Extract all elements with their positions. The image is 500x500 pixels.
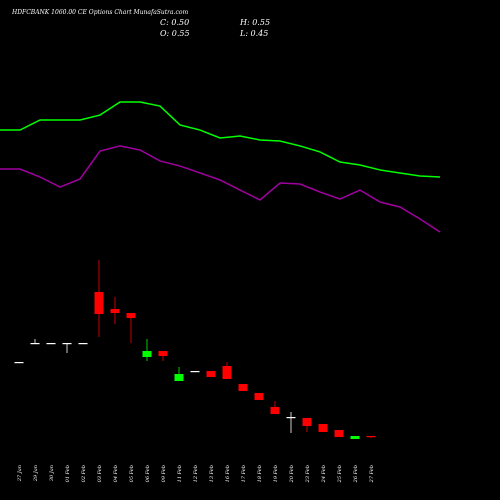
candle-body	[286, 417, 296, 419]
x-tick-label: 23 Feb	[305, 465, 311, 483]
x-tick-label: 24 Feb	[321, 465, 327, 483]
x-tick-label: 16 Feb	[225, 465, 231, 482]
candle-body	[366, 436, 376, 438]
candle-body	[334, 430, 344, 437]
x-tick-label: 30 Jan	[49, 465, 55, 481]
ohlc-high: H: 0.55	[239, 18, 270, 27]
chart-title: HDFCBANK 1060.00 CE Options Chart Munafa…	[11, 9, 189, 16]
candle-body	[142, 351, 152, 357]
candle-body	[206, 371, 216, 377]
x-tick-label: 29 Jan	[33, 465, 39, 482]
candle-body	[270, 407, 280, 414]
x-tick-label: 03 Feb	[97, 465, 103, 482]
candle-body	[30, 343, 40, 345]
candle-body	[78, 343, 88, 345]
candle-body	[302, 418, 312, 426]
candle-body	[174, 374, 184, 381]
x-tick-label: 04 Feb	[113, 465, 119, 482]
x-tick-label: 26 Feb	[353, 465, 359, 483]
candle-body	[62, 343, 72, 345]
candle-body	[190, 371, 200, 373]
x-tick-label: 27 Feb	[369, 465, 375, 483]
candle-body	[46, 343, 56, 345]
x-tick-label: 25 Feb	[337, 465, 343, 483]
x-tick-label: 17 Feb	[241, 465, 247, 482]
ohlc-open: O: 0.55	[160, 29, 190, 38]
indicator-line	[0, 145, 441, 233]
candle-body	[94, 292, 104, 314]
candle-body	[254, 393, 264, 400]
x-tick-label: 11 Feb	[177, 465, 183, 482]
x-tick-label: 06 Feb	[145, 465, 151, 482]
candle-body	[238, 384, 248, 391]
x-tick-label: 20 Feb	[289, 465, 295, 483]
x-tick-label: 12 Feb	[193, 465, 199, 482]
ohlc-low: L: 0.45	[239, 29, 268, 38]
x-tick-label: 19 Feb	[273, 465, 279, 482]
x-tick-label: 02 Feb	[81, 465, 87, 482]
candle-body	[158, 351, 168, 356]
x-tick-label: 27 Jan	[17, 465, 23, 482]
candle-body	[14, 362, 24, 364]
x-tick-label: 13 Feb	[209, 465, 215, 482]
candle-body	[110, 309, 120, 313]
candle-body	[222, 366, 232, 379]
ohlc-close: C: 0.50	[160, 18, 189, 27]
x-tick-label: 18 Feb	[257, 465, 263, 482]
candle-body	[350, 436, 360, 439]
candle-body	[126, 313, 136, 318]
x-tick-label: 01 Feb	[65, 465, 71, 482]
x-tick-label: 05 Feb	[129, 465, 135, 482]
indicator-line	[0, 101, 441, 178]
candle-body	[318, 424, 328, 432]
x-tick-label: 09 Feb	[161, 465, 167, 482]
